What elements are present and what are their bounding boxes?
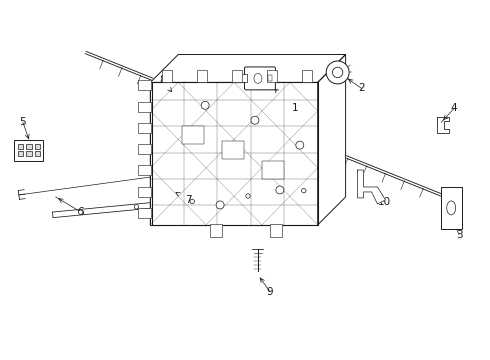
Polygon shape xyxy=(358,170,386,204)
Bar xyxy=(18,144,23,149)
Circle shape xyxy=(190,199,195,204)
Bar xyxy=(138,165,151,175)
Text: 9: 9 xyxy=(267,287,273,297)
Bar xyxy=(182,126,204,144)
Text: 10: 10 xyxy=(378,197,391,207)
Polygon shape xyxy=(318,54,345,225)
Bar xyxy=(150,82,318,225)
Bar xyxy=(241,75,247,82)
Bar xyxy=(222,141,244,159)
Circle shape xyxy=(326,61,349,84)
Bar xyxy=(34,144,40,149)
Text: 1: 1 xyxy=(292,103,298,113)
Bar xyxy=(270,224,282,237)
Circle shape xyxy=(78,210,83,214)
Bar xyxy=(18,151,23,156)
Bar xyxy=(138,208,151,218)
Text: 8: 8 xyxy=(159,75,166,85)
Bar xyxy=(138,144,151,154)
Circle shape xyxy=(134,204,139,209)
Bar xyxy=(268,75,272,81)
Bar xyxy=(138,102,151,112)
Bar xyxy=(302,71,312,82)
Circle shape xyxy=(276,186,284,194)
Polygon shape xyxy=(150,54,345,82)
Bar xyxy=(138,80,151,90)
Bar xyxy=(26,151,32,156)
Circle shape xyxy=(301,189,306,193)
Bar xyxy=(210,224,222,237)
Text: 5: 5 xyxy=(20,117,26,127)
Circle shape xyxy=(296,141,304,149)
Bar xyxy=(34,151,40,156)
Bar xyxy=(441,187,462,229)
Text: 6: 6 xyxy=(77,207,84,217)
Ellipse shape xyxy=(447,201,456,215)
Bar xyxy=(14,140,43,161)
Bar xyxy=(262,161,284,179)
Circle shape xyxy=(246,194,250,198)
Text: 4: 4 xyxy=(451,103,458,113)
Bar xyxy=(26,144,32,149)
Bar xyxy=(197,71,207,82)
Circle shape xyxy=(332,67,343,78)
Bar xyxy=(162,71,172,82)
Bar xyxy=(138,123,151,133)
Text: 2: 2 xyxy=(358,84,365,93)
Circle shape xyxy=(201,101,209,109)
Circle shape xyxy=(216,201,224,209)
Bar xyxy=(267,71,277,82)
Ellipse shape xyxy=(254,73,262,84)
Bar xyxy=(232,71,242,82)
Text: 7: 7 xyxy=(185,195,192,205)
Bar xyxy=(138,186,151,197)
Text: 3: 3 xyxy=(456,230,463,240)
Circle shape xyxy=(251,116,259,124)
FancyBboxPatch shape xyxy=(245,67,275,90)
